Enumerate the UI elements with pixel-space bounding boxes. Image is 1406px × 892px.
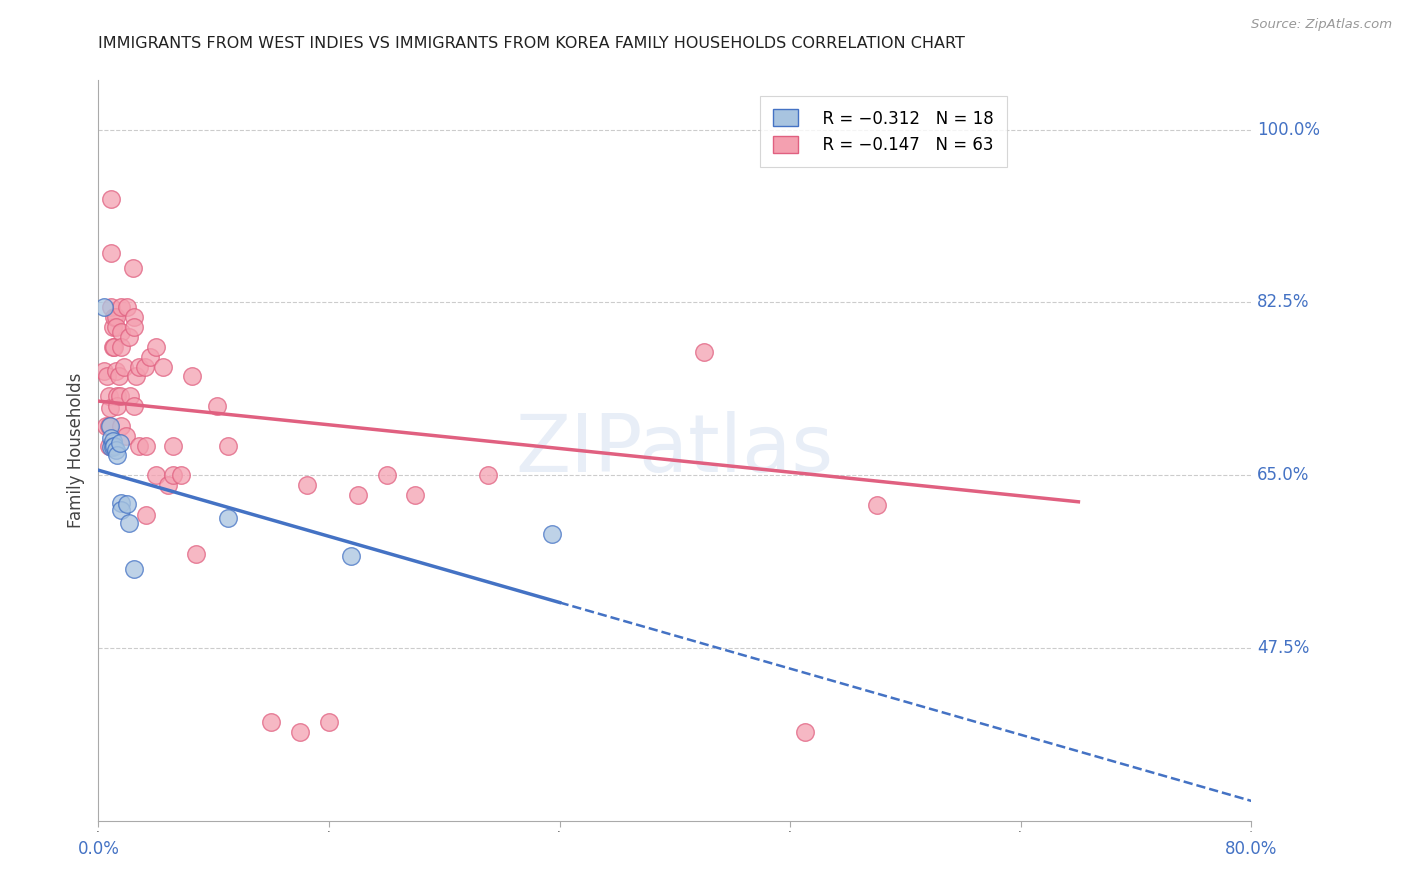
Point [339,549,361,563]
Legend:   R = −0.312   N = 18,   R = −0.147   N = 63: R = −0.312 N = 18, R = −0.147 N = 63 [759,96,1007,168]
Point [139,350,162,364]
Point [105,399,128,413]
Point [217,510,239,524]
Point [101,340,124,354]
Text: 0.0%: 0.0% [77,840,120,858]
Point [260,714,283,729]
Point [162,438,184,452]
Point [112,359,135,374]
Point [101,434,124,448]
Point [105,389,128,403]
Point [152,359,174,374]
Point [118,516,141,530]
Point [128,359,150,374]
Point [110,418,132,433]
Point [124,320,146,334]
Point [375,468,398,483]
Point [124,562,146,576]
Point [145,468,167,483]
Point [477,468,499,483]
Point [108,435,131,450]
Y-axis label: Family Households: Family Households [66,373,84,528]
Text: IMMIGRANTS FROM WEST INDIES VS IMMIGRANTS FROM KOREA FAMILY HOUSEHOLDS CORRELATI: IMMIGRANTS FROM WEST INDIES VS IMMIGRANT… [98,36,966,51]
Point [135,438,157,452]
Point [103,340,125,354]
Point [110,340,132,354]
Point [318,714,340,729]
Point [93,301,115,315]
Point [117,497,139,511]
Point [101,441,124,455]
Point [117,301,139,315]
Point [793,724,815,739]
Point [104,320,127,334]
Point [104,364,127,378]
Point [98,418,121,433]
Point [100,246,122,260]
Point [104,310,127,325]
Point [110,325,132,339]
Point [110,496,132,510]
Point [101,320,124,334]
Text: 47.5%: 47.5% [1257,639,1309,657]
Point [94,418,117,433]
Point [108,389,131,403]
Point [118,330,141,344]
Point [217,438,239,452]
Point [97,438,120,452]
Point [290,724,312,739]
Point [156,478,179,492]
Point [98,401,121,415]
Text: 82.5%: 82.5% [1257,293,1309,311]
Text: ZIPatlas: ZIPatlas [516,411,834,490]
Point [181,369,204,384]
Point [97,389,120,403]
Point [120,389,142,403]
Point [297,478,319,492]
Point [128,438,150,452]
Point [100,301,122,315]
Point [110,502,132,516]
Point [124,310,146,325]
Point [110,301,132,315]
Text: 100.0%: 100.0% [1257,120,1320,138]
Point [346,488,368,502]
Point [107,369,129,384]
Point [100,441,122,455]
Text: 80.0%: 80.0% [1225,840,1278,858]
Point [162,468,184,483]
Point [104,443,127,458]
Point [405,488,427,502]
Point [100,192,122,206]
Point [114,428,136,442]
Point [866,498,889,512]
Point [93,364,115,378]
Point [541,527,564,541]
Point [135,508,157,522]
Point [169,468,191,483]
Text: 65.0%: 65.0% [1257,467,1309,484]
Point [693,344,716,359]
Point [105,449,128,463]
Text: Source: ZipAtlas.com: Source: ZipAtlas.com [1251,18,1392,31]
Point [134,359,156,374]
Point [205,399,228,413]
Point [124,399,146,413]
Point [186,547,208,561]
Point [125,369,148,384]
Point [145,340,167,354]
Point [103,438,125,452]
Point [96,369,118,384]
Point [100,431,122,445]
Point [122,260,145,275]
Point [97,418,120,433]
Point [103,310,125,325]
